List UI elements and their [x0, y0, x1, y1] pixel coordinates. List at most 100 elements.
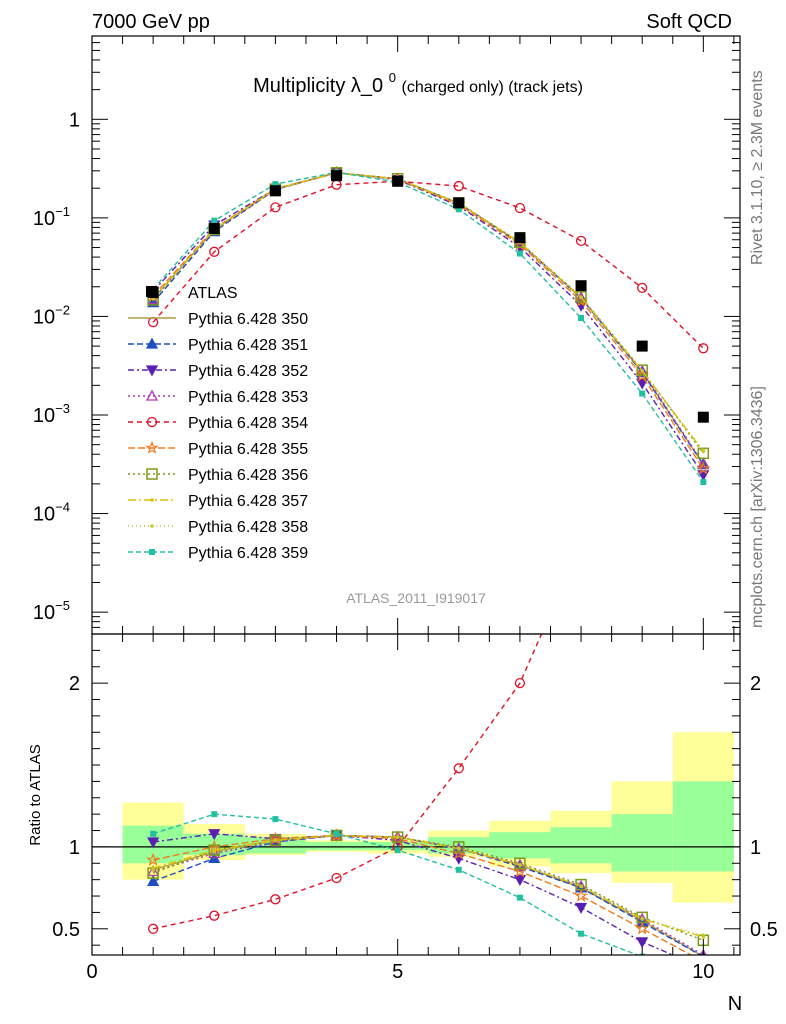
legend-marker [145, 440, 159, 454]
series-point [574, 902, 588, 914]
legend-label-data: ATLAS [188, 285, 238, 302]
series-point [146, 852, 161, 866]
chart-title-main: Multiplicity λ_0 [253, 75, 383, 97]
legend-label: Pythia 6.428 352 [188, 363, 308, 380]
y-tick-label: 10−5 [33, 598, 70, 624]
legend-label: Pythia 6.428 357 [188, 493, 308, 510]
data-point [208, 223, 220, 235]
band-inner [550, 827, 612, 864]
series-point [513, 864, 527, 878]
series-point [575, 235, 587, 247]
legend-marker [146, 468, 158, 480]
series-point [272, 181, 279, 188]
legend-marker [150, 498, 154, 502]
series-layer [146, 165, 711, 955]
series-point [147, 923, 159, 934]
series-point [575, 291, 587, 303]
data-point [697, 411, 709, 423]
data-point [269, 185, 281, 197]
series-point [640, 917, 644, 921]
band-inner [305, 841, 368, 851]
series-line-top [152, 171, 704, 483]
series-point [636, 911, 648, 924]
x-tick-label: 0 [86, 961, 97, 983]
data-point [514, 232, 526, 244]
rivet-label: Rivet 3.1.10, ≥ 2.3M events [749, 70, 766, 265]
series-point [516, 894, 523, 901]
series-point [698, 343, 709, 354]
series-point [701, 933, 706, 938]
header-left: 7000 GeV pp [92, 11, 210, 33]
series-point [455, 206, 462, 213]
series-point [578, 315, 585, 322]
ratio-tick-label: 1 [69, 837, 80, 859]
series-point [701, 448, 706, 453]
x-tick-label: 5 [392, 961, 403, 983]
series-point [697, 447, 710, 460]
series-point [395, 835, 400, 839]
series-point [272, 816, 279, 823]
series-point [635, 368, 650, 382]
series-line-ratio [153, 833, 675, 955]
series-point [208, 847, 221, 859]
series-point [394, 847, 401, 854]
series-point [636, 364, 648, 376]
series-point [147, 874, 160, 886]
ratio-tick-label-right: 0.5 [750, 919, 778, 941]
series-point [147, 865, 160, 877]
series-point [212, 850, 217, 854]
series-point [513, 875, 527, 887]
y-tick-label: 1 [69, 109, 80, 131]
series-point [151, 297, 155, 301]
series-point [578, 930, 585, 937]
series-point [270, 202, 281, 213]
legend-marker [149, 549, 155, 555]
series-point [635, 921, 650, 935]
data-point [575, 280, 587, 292]
legend-marker-data [146, 286, 157, 297]
ratio-ylabel: Ratio to ATLAS [27, 744, 44, 845]
series-line-top [152, 172, 704, 452]
legend-label: Pythia 6.428 353 [188, 389, 308, 406]
chart-title-sup: 0 [389, 70, 396, 85]
ratio-tick-label: 0.5 [52, 919, 80, 941]
legend-label: Pythia 6.428 356 [188, 467, 308, 484]
series-markers-ratio [147, 187, 708, 934]
ratio-tick-label-right: 1 [750, 837, 761, 859]
series-point [699, 187, 708, 196]
ratio-tick-label: 2 [69, 673, 80, 695]
series-point [273, 838, 278, 843]
series-point [697, 457, 710, 469]
legend-marker [145, 365, 159, 377]
series-point [150, 830, 157, 837]
series-point [453, 180, 464, 192]
series-point [518, 863, 522, 867]
series-point [209, 246, 220, 257]
series-point [639, 390, 646, 397]
series-markers-ratio [151, 833, 706, 938]
y-tick-label: 10−2 [33, 302, 70, 328]
series-point [514, 202, 526, 214]
series-point [151, 868, 155, 872]
ratio-bands [92, 732, 740, 903]
data-point [453, 197, 465, 209]
series-point [640, 369, 644, 373]
legend-label: Pythia 6.428 350 [188, 311, 308, 328]
band-inner [611, 814, 673, 872]
band-inner [489, 832, 551, 859]
series-point [208, 829, 221, 841]
series-line-top [152, 180, 704, 349]
legend-marker [145, 337, 159, 349]
series-point [211, 811, 218, 818]
series-point [329, 828, 344, 842]
series-point [579, 884, 583, 889]
legend-label: Pythia 6.428 358 [188, 519, 308, 536]
series-point [456, 846, 461, 851]
series-point [579, 295, 583, 300]
data-point [392, 175, 404, 187]
series-point [637, 282, 648, 293]
axes: 1 10−1 10−2 10−3 10−4 10−5 0.5 0.5 1 1 2 2 0 5 10 [33, 35, 778, 983]
series-point [453, 763, 464, 774]
legend-marker [150, 524, 154, 528]
ratio-frame [91, 633, 741, 956]
